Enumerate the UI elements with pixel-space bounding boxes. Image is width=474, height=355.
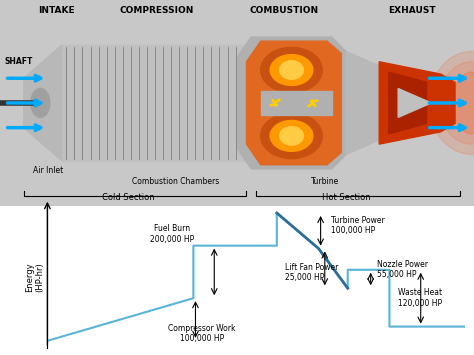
Ellipse shape — [453, 72, 474, 134]
Text: Waste Heat
120,000 HP: Waste Heat 120,000 HP — [398, 288, 442, 308]
Text: Turbine: Turbine — [310, 177, 339, 186]
Text: Compressor Work
100,000 HP: Compressor Work 100,000 HP — [168, 324, 236, 343]
Text: COMPRESSION: COMPRESSION — [119, 6, 193, 15]
Text: Combustion Chambers: Combustion Chambers — [132, 177, 219, 186]
Bar — [261, 91, 332, 115]
Polygon shape — [379, 62, 455, 144]
Text: Turbine Power
100,000 HP: Turbine Power 100,000 HP — [331, 216, 385, 235]
Text: Hot Section: Hot Section — [322, 193, 370, 202]
Polygon shape — [398, 88, 431, 118]
Ellipse shape — [31, 88, 50, 118]
Bar — [62, 45, 251, 160]
Ellipse shape — [261, 47, 322, 93]
Polygon shape — [389, 72, 427, 134]
Text: Lift Fan Power
25,000 HP: Lift Fan Power 25,000 HP — [285, 263, 338, 282]
Ellipse shape — [270, 120, 313, 151]
Y-axis label: Energy
(HP-hr): Energy (HP-hr) — [25, 262, 45, 292]
Ellipse shape — [438, 62, 474, 144]
Text: SHAFT: SHAFT — [5, 57, 33, 66]
Ellipse shape — [280, 127, 303, 145]
Ellipse shape — [261, 113, 322, 159]
Ellipse shape — [280, 61, 303, 79]
Text: Cold Section: Cold Section — [101, 193, 155, 202]
Text: EXHAUST: EXHAUST — [389, 6, 436, 15]
Ellipse shape — [429, 51, 474, 154]
Text: Air Inlet: Air Inlet — [33, 166, 64, 175]
Polygon shape — [24, 45, 62, 160]
Ellipse shape — [270, 55, 313, 86]
Text: Fuel Burn
200,000 HP: Fuel Burn 200,000 HP — [150, 224, 195, 244]
Text: INTAKE: INTAKE — [38, 6, 75, 15]
Polygon shape — [246, 41, 341, 165]
Polygon shape — [346, 51, 379, 154]
Text: Nozzle Power
55,000 HP: Nozzle Power 55,000 HP — [377, 260, 428, 279]
Text: COMBUSTION: COMBUSTION — [250, 6, 319, 15]
Polygon shape — [237, 37, 346, 169]
